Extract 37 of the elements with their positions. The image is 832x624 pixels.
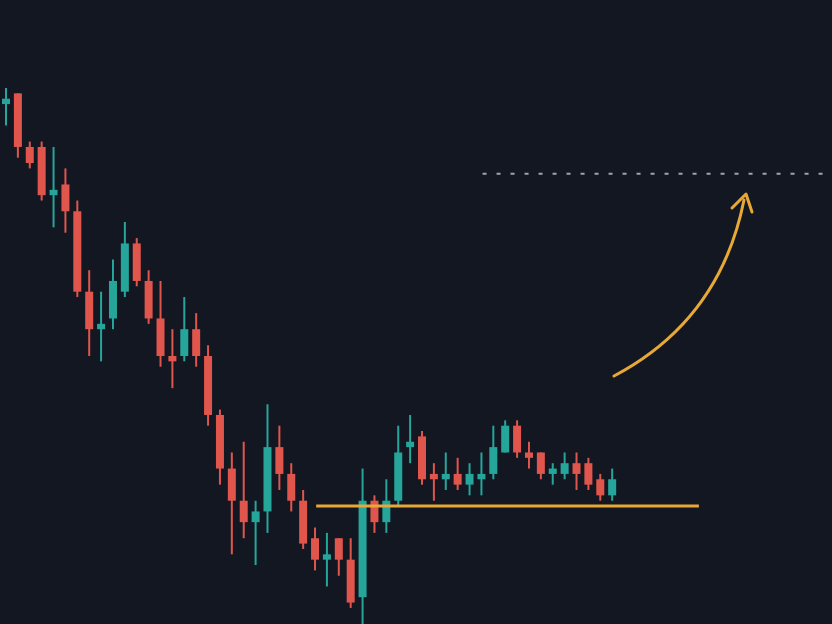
candlestick bbox=[275, 424, 284, 491]
candlestick bbox=[311, 526, 320, 572]
candlestick bbox=[536, 451, 545, 481]
candlestick bbox=[524, 440, 533, 470]
candlestick bbox=[596, 472, 605, 502]
candlestick bbox=[239, 440, 248, 540]
candlestick bbox=[97, 290, 106, 363]
candlestick bbox=[418, 430, 426, 486]
candlestick bbox=[560, 451, 569, 481]
candlestick bbox=[108, 258, 117, 331]
candlestick bbox=[49, 145, 58, 229]
candlestick bbox=[25, 140, 34, 170]
candlestick bbox=[192, 312, 201, 368]
candlestick bbox=[227, 451, 236, 556]
candlestick bbox=[251, 499, 260, 567]
candlestick bbox=[406, 413, 415, 465]
candlestick bbox=[85, 269, 94, 357]
candlestick bbox=[548, 462, 557, 486]
candlestick bbox=[299, 489, 308, 550]
candlestick bbox=[429, 462, 438, 502]
candlestick bbox=[513, 419, 522, 459]
candlestick bbox=[501, 419, 510, 454]
candlestick bbox=[322, 531, 331, 588]
candlestick bbox=[144, 269, 153, 325]
candlestick bbox=[441, 451, 450, 491]
candlestick bbox=[334, 537, 343, 577]
candlestick bbox=[156, 279, 165, 368]
candlestick bbox=[168, 328, 177, 390]
candlestick bbox=[180, 296, 189, 363]
candlestick bbox=[453, 456, 462, 491]
candlestick bbox=[608, 467, 617, 502]
candlestick bbox=[287, 462, 296, 513]
candlestick bbox=[346, 537, 355, 609]
candlestick bbox=[489, 424, 498, 481]
candlestick bbox=[132, 237, 141, 288]
candlestick bbox=[2, 88, 10, 127]
candlestick bbox=[61, 167, 70, 234]
